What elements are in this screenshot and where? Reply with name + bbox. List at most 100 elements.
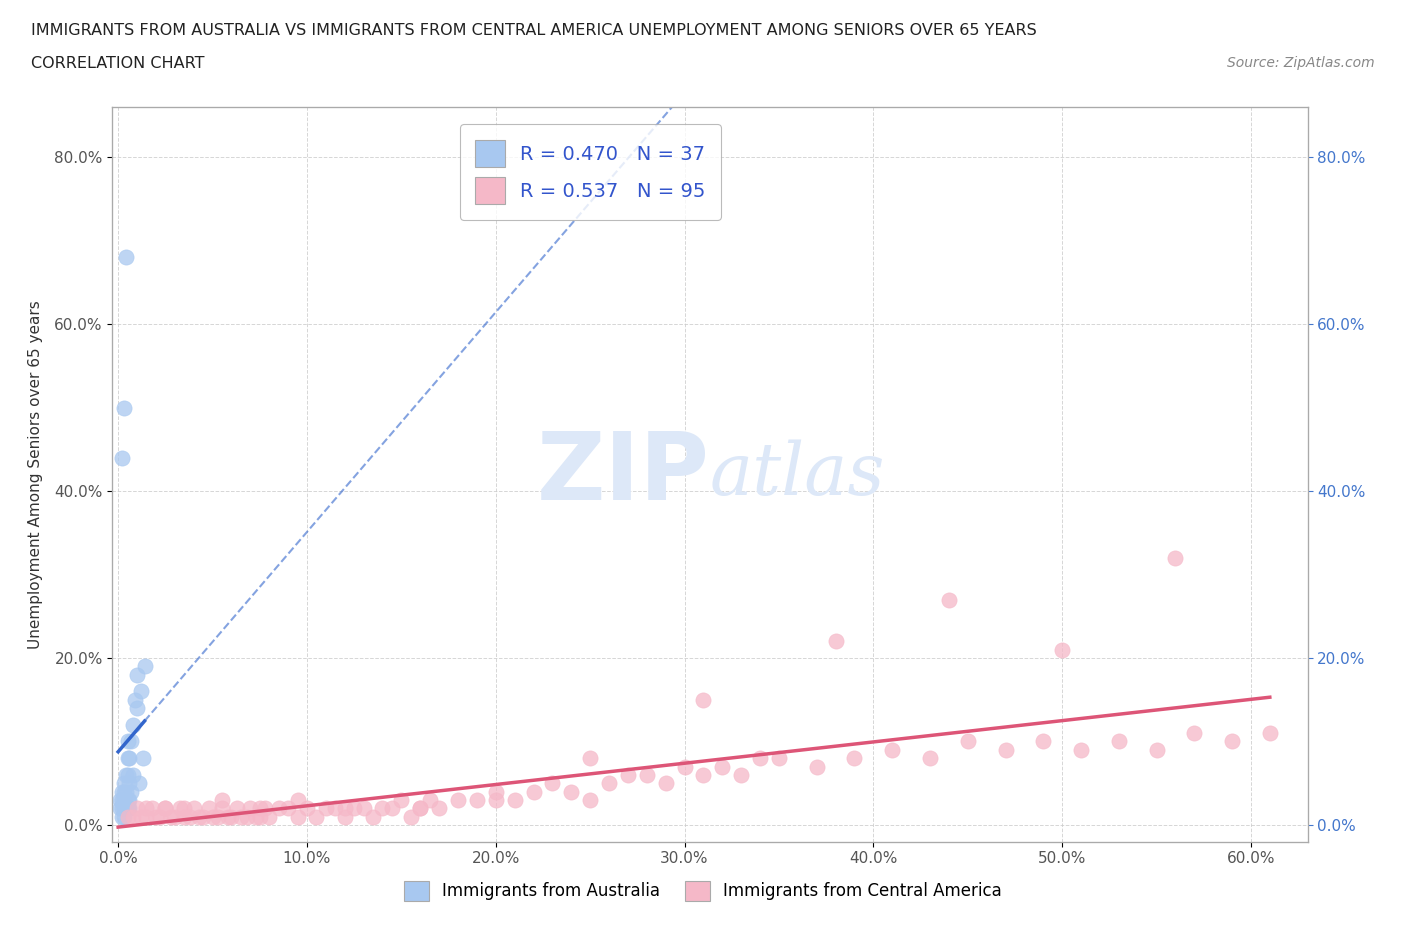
Point xyxy=(323,801,346,816)
Point xyxy=(287,792,309,807)
Point xyxy=(108,792,131,807)
Point xyxy=(122,767,145,782)
Point xyxy=(173,801,195,816)
Point xyxy=(361,809,384,824)
Point xyxy=(249,809,271,824)
Point xyxy=(155,801,177,816)
Point xyxy=(117,734,139,749)
Point xyxy=(197,801,219,816)
Point xyxy=(129,809,152,824)
Point xyxy=(117,801,139,816)
Point xyxy=(229,809,252,824)
Point xyxy=(117,751,139,765)
Point xyxy=(692,692,714,707)
Point xyxy=(399,809,422,824)
Point xyxy=(114,784,136,799)
Point xyxy=(711,759,734,774)
Point xyxy=(211,792,233,807)
Point xyxy=(882,742,904,757)
Point xyxy=(149,809,172,824)
Text: ZIP: ZIP xyxy=(537,429,710,520)
Point xyxy=(125,801,148,816)
Point xyxy=(560,784,582,799)
Point xyxy=(522,784,544,799)
Point xyxy=(118,751,141,765)
Point xyxy=(129,684,152,698)
Point xyxy=(447,792,470,807)
Point xyxy=(201,809,224,824)
Point xyxy=(994,742,1017,757)
Point xyxy=(409,801,432,816)
Point xyxy=(163,809,186,824)
Point xyxy=(117,809,139,824)
Point xyxy=(112,776,135,790)
Point xyxy=(122,809,145,824)
Point xyxy=(1220,734,1243,749)
Point xyxy=(1032,734,1054,749)
Point xyxy=(114,250,136,265)
Point xyxy=(254,801,277,816)
Point xyxy=(277,801,299,816)
Point xyxy=(111,809,134,824)
Point xyxy=(768,751,790,765)
Point xyxy=(343,801,366,816)
Point xyxy=(134,658,156,673)
Point xyxy=(135,809,157,824)
Point xyxy=(191,809,214,824)
Point xyxy=(114,801,136,816)
Point xyxy=(122,717,145,732)
Point xyxy=(211,801,233,816)
Point xyxy=(295,801,318,816)
Point xyxy=(235,809,257,824)
Point xyxy=(120,784,142,799)
Point xyxy=(485,792,508,807)
Point xyxy=(108,801,131,816)
Text: CORRELATION CHART: CORRELATION CHART xyxy=(31,56,204,71)
Point xyxy=(120,734,142,749)
Point xyxy=(305,809,328,824)
Point xyxy=(114,767,136,782)
Point xyxy=(118,792,141,807)
Point xyxy=(118,801,141,816)
Point xyxy=(118,776,141,790)
Point xyxy=(221,809,243,824)
Point xyxy=(844,751,866,765)
Point xyxy=(918,751,941,765)
Point xyxy=(465,792,488,807)
Point xyxy=(503,792,526,807)
Point xyxy=(111,792,134,807)
Point xyxy=(112,809,135,824)
Point xyxy=(409,801,432,816)
Point xyxy=(245,809,267,824)
Point xyxy=(117,767,139,782)
Point xyxy=(145,809,167,824)
Point xyxy=(381,801,404,816)
Point xyxy=(579,792,602,807)
Point xyxy=(124,692,146,707)
Point xyxy=(333,801,356,816)
Point xyxy=(239,801,262,816)
Point xyxy=(183,801,205,816)
Point xyxy=(1070,742,1092,757)
Point xyxy=(112,400,135,415)
Point xyxy=(1258,725,1281,740)
Text: IMMIGRANTS FROM AUSTRALIA VS IMMIGRANTS FROM CENTRAL AMERICA UNEMPLOYMENT AMONG : IMMIGRANTS FROM AUSTRALIA VS IMMIGRANTS … xyxy=(31,23,1036,38)
Point xyxy=(371,801,394,816)
Point xyxy=(1108,734,1130,749)
Point xyxy=(169,801,191,816)
Point xyxy=(824,634,846,649)
Point xyxy=(1050,643,1073,658)
Point xyxy=(160,809,183,824)
Point xyxy=(141,801,163,816)
Legend: Immigrants from Australia, Immigrants from Central America: Immigrants from Australia, Immigrants fr… xyxy=(396,874,1010,908)
Point xyxy=(125,700,148,715)
Point xyxy=(315,801,337,816)
Point xyxy=(125,667,148,682)
Point xyxy=(806,759,828,774)
Point xyxy=(654,776,676,790)
Point xyxy=(188,809,211,824)
Point xyxy=(1146,742,1168,757)
Point xyxy=(938,592,960,607)
Point xyxy=(226,801,249,816)
Point xyxy=(333,809,356,824)
